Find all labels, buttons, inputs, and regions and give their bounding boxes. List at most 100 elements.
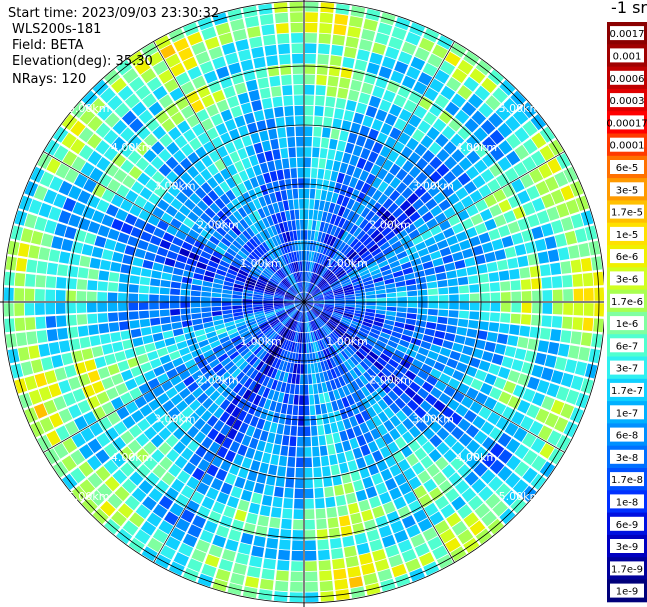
gate-cell — [478, 273, 489, 283]
gate-cell — [314, 252, 320, 263]
gate-cell — [212, 287, 222, 293]
gate-cell — [394, 349, 405, 359]
gate-cell — [28, 345, 40, 359]
gate-cell — [129, 320, 140, 329]
gate-cell — [150, 358, 162, 369]
gate-cell — [184, 332, 196, 340]
gate-cell — [192, 318, 203, 326]
gate-cell — [91, 246, 104, 258]
gate-cell — [482, 153, 496, 168]
range-label: 3.00km — [412, 180, 454, 193]
gate-cell — [298, 294, 304, 302]
gate-cell — [454, 109, 470, 124]
gate-cell — [220, 399, 231, 411]
gate-cell — [512, 384, 526, 398]
gate-cell — [425, 198, 438, 210]
gate-cell — [319, 315, 328, 323]
gate-cell — [305, 540, 316, 551]
gate-cell — [180, 485, 195, 499]
gate-cell — [396, 168, 408, 181]
gate-cell — [395, 436, 407, 449]
gate-cell — [343, 360, 353, 371]
gate-cell — [322, 326, 330, 335]
gate-cell — [79, 144, 94, 160]
gate-cell — [381, 269, 392, 276]
gate-cell — [170, 198, 183, 210]
gate-cell — [120, 199, 133, 212]
gate-cell — [554, 171, 569, 187]
gate-cell — [262, 387, 271, 398]
gate-cell — [328, 181, 336, 192]
gate-cell — [64, 420, 79, 436]
gate-cell — [68, 376, 81, 390]
gate-cell — [469, 520, 486, 536]
gate-cell — [400, 235, 411, 245]
gate-cell — [374, 558, 390, 572]
gate-cell — [289, 362, 294, 373]
gate-cell — [282, 361, 288, 372]
gate-cell — [314, 304, 324, 308]
gate-cell — [77, 267, 89, 279]
gate-cell — [414, 406, 427, 419]
gate-cell — [352, 69, 365, 82]
gate-cell — [256, 317, 266, 323]
gate-cell — [570, 375, 584, 391]
gate-cell — [354, 313, 365, 318]
gate-cell — [517, 190, 531, 205]
gate-cell — [278, 549, 290, 561]
gate-cell — [232, 291, 243, 296]
gate-cell — [434, 94, 450, 109]
gate-cell — [428, 141, 442, 155]
gate-cell — [306, 240, 311, 251]
gate-cell — [246, 241, 256, 251]
gate-cell — [482, 452, 497, 468]
gate-cell — [297, 157, 304, 168]
gate-cell — [292, 310, 299, 319]
gate-cell — [299, 199, 304, 209]
gate-cell — [315, 189, 322, 200]
colorbar-tick-label: 6e-7 — [616, 341, 639, 352]
gate-cell — [224, 276, 235, 283]
gate-cell — [257, 279, 267, 285]
gate-cell — [504, 422, 519, 437]
gate-cell — [304, 261, 306, 271]
gate-cell — [394, 529, 409, 543]
gate-cell — [484, 251, 496, 263]
gate-cell — [526, 404, 540, 419]
gate-cell — [421, 211, 434, 223]
gate-cell — [323, 233, 330, 244]
gate-cell — [188, 229, 200, 240]
gate-cell — [436, 148, 450, 162]
gate-cell — [466, 439, 481, 454]
gate-cell — [36, 261, 48, 274]
gate-cell — [313, 210, 319, 220]
gate-cell — [234, 82, 247, 95]
gate-cell — [326, 259, 334, 269]
gate-cell — [235, 341, 246, 351]
gate-cell — [355, 350, 365, 360]
gate-cell — [200, 212, 212, 224]
gate-cell — [181, 276, 193, 284]
gate-cell — [213, 319, 224, 326]
gate-cell — [59, 251, 71, 264]
gate-cell — [307, 332, 311, 343]
gate-cell — [306, 311, 311, 322]
gate-cell — [187, 166, 199, 179]
gate-cell — [159, 287, 170, 295]
gate-cell — [217, 353, 229, 363]
gate-cell — [274, 12, 289, 24]
gate-cell — [307, 283, 312, 293]
gate-cell — [547, 430, 562, 446]
colorbar: 0.00170.0010.00060.00030.000170.00016e-5… — [606, 22, 647, 603]
gate-cell — [259, 14, 274, 26]
gate-cell — [272, 274, 281, 283]
gate-cell — [191, 284, 202, 291]
gate-cell — [138, 480, 154, 495]
gate-cell — [92, 380, 105, 394]
gate-cell — [312, 446, 320, 457]
gate-cell — [262, 352, 270, 363]
gate-cell — [383, 172, 395, 185]
gate-cell — [179, 347, 191, 356]
gate-cell — [195, 218, 207, 229]
gate-cell — [406, 66, 421, 80]
